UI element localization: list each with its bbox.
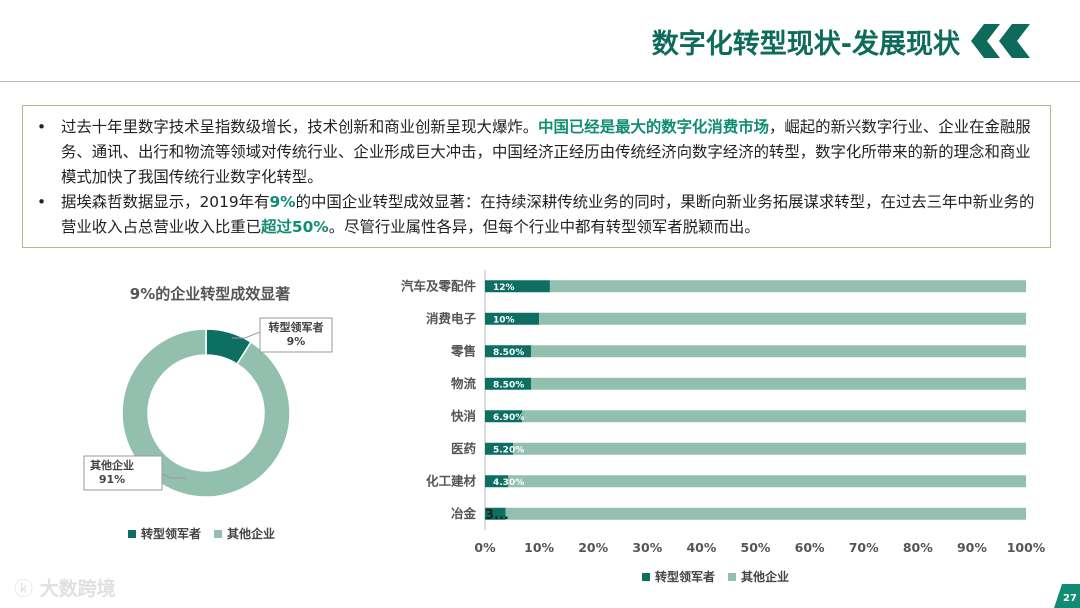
logo-text: 大数跨境 [39, 578, 116, 600]
legend-label: 其他企业 [741, 569, 789, 584]
bar-leader [485, 345, 531, 358]
brand-logo: ⓚ 大数跨境 [14, 574, 116, 601]
bar-other [530, 377, 1026, 390]
donut-slice-2 [121, 328, 291, 498]
x-tick-label: 50% [741, 540, 771, 555]
bar-data-label: 4.30% [493, 478, 524, 488]
bullet-2: • 据埃森哲数据显示，2019年有9%的中国企业转型成效显著：在持续深耕传统业务… [37, 190, 1038, 240]
callout-box [83, 455, 163, 491]
bar-data-label: 6.90% [493, 413, 524, 423]
bar-leader [485, 312, 540, 325]
x-tick-label: 30% [632, 540, 662, 555]
legend-swatch-leader [128, 530, 136, 538]
donut-label-name: 转型领军者 [269, 320, 324, 334]
category-label: 冶金 [451, 506, 477, 521]
page-number-badge: 27 [1054, 584, 1080, 608]
callout-line [232, 331, 261, 339]
bar-other [549, 280, 1026, 293]
bar-other [513, 442, 1026, 455]
bullet-dot: • [37, 193, 47, 211]
bar-other [530, 345, 1026, 358]
bullet-dot: • [37, 118, 47, 136]
x-tick-label: 60% [795, 540, 825, 555]
bar-data-label: 12% [493, 283, 515, 293]
bar-other [508, 475, 1026, 488]
category-label: 汽车及零配件 [401, 278, 477, 293]
x-tick-label: 90% [957, 540, 987, 555]
bar-leader [485, 410, 523, 423]
donut-label-value: 91% [99, 473, 125, 486]
legend-swatch-other [214, 530, 222, 538]
bullet-1-text: 过去十年里数字技术呈指数级增长，技术创新和商业创新呈现大爆炸。中国已经是最大的数… [61, 118, 1031, 186]
x-tick-label: 40% [686, 540, 716, 555]
bar-data-label: 8.50% [493, 380, 524, 390]
bullet-1: • 过去十年里数字技术呈指数级增长，技术创新和商业创新呈现大爆炸。中国已经是最大… [37, 115, 1038, 190]
page-title: 数字化转型现状-发展现状 [651, 29, 960, 60]
bar-leader [485, 507, 506, 520]
x-tick-label: 80% [903, 540, 933, 555]
legend-label: 转型领军者 [655, 569, 715, 584]
bullet-2-text: 据埃森哲数据显示，2019年有9%的中国企业转型成效显著：在持续深耕传统业务的同… [61, 193, 1035, 236]
legend-label: 其他企业 [227, 526, 275, 541]
bar-data-label: 3... [485, 508, 509, 523]
x-tick-label: 100% [1007, 540, 1046, 555]
callout-box [259, 317, 333, 353]
callout-line [161, 473, 186, 479]
page-number: 27 [1063, 593, 1077, 604]
bar-other [522, 410, 1026, 423]
chevron-left-icon [971, 24, 1030, 58]
donut-label-value: 9% [287, 335, 306, 348]
donut-label-name: 其他企业 [90, 458, 134, 472]
bar-other [505, 507, 1027, 520]
category-label: 物流 [451, 376, 477, 391]
category-label: 快消 [451, 408, 477, 423]
x-tick-label: 0% [474, 540, 496, 555]
summary-textbox: • 过去十年里数字技术呈指数级增长，技术创新和商业创新呈现大爆炸。中国已经是最大… [22, 105, 1051, 248]
x-tick-label: 70% [849, 540, 879, 555]
bar-leader [485, 475, 509, 488]
category-label: 医药 [451, 441, 477, 456]
x-tick-label: 10% [524, 540, 554, 555]
bar-data-label: 10% [493, 315, 515, 325]
category-label: 零售 [450, 343, 476, 358]
bar-leader [485, 377, 531, 390]
bar-data-label: 8.50% [493, 348, 524, 358]
bar-leader [485, 442, 514, 455]
legend-swatch-leader [642, 573, 650, 581]
x-tick-label: 20% [578, 540, 608, 555]
bar-data-label: 5.20% [493, 445, 524, 455]
bar-leader [485, 280, 550, 293]
category-label: 消费电子 [426, 311, 477, 326]
legend-swatch-other [728, 573, 736, 581]
header-divider [0, 81, 1080, 82]
bar-other [539, 312, 1026, 325]
donut-chart-title: 9%的企业转型成效显著 [129, 285, 291, 303]
category-label: 化工建材 [426, 473, 477, 488]
legend-label: 转型领军者 [141, 526, 201, 541]
logo-mark-icon: ⓚ [14, 578, 34, 600]
